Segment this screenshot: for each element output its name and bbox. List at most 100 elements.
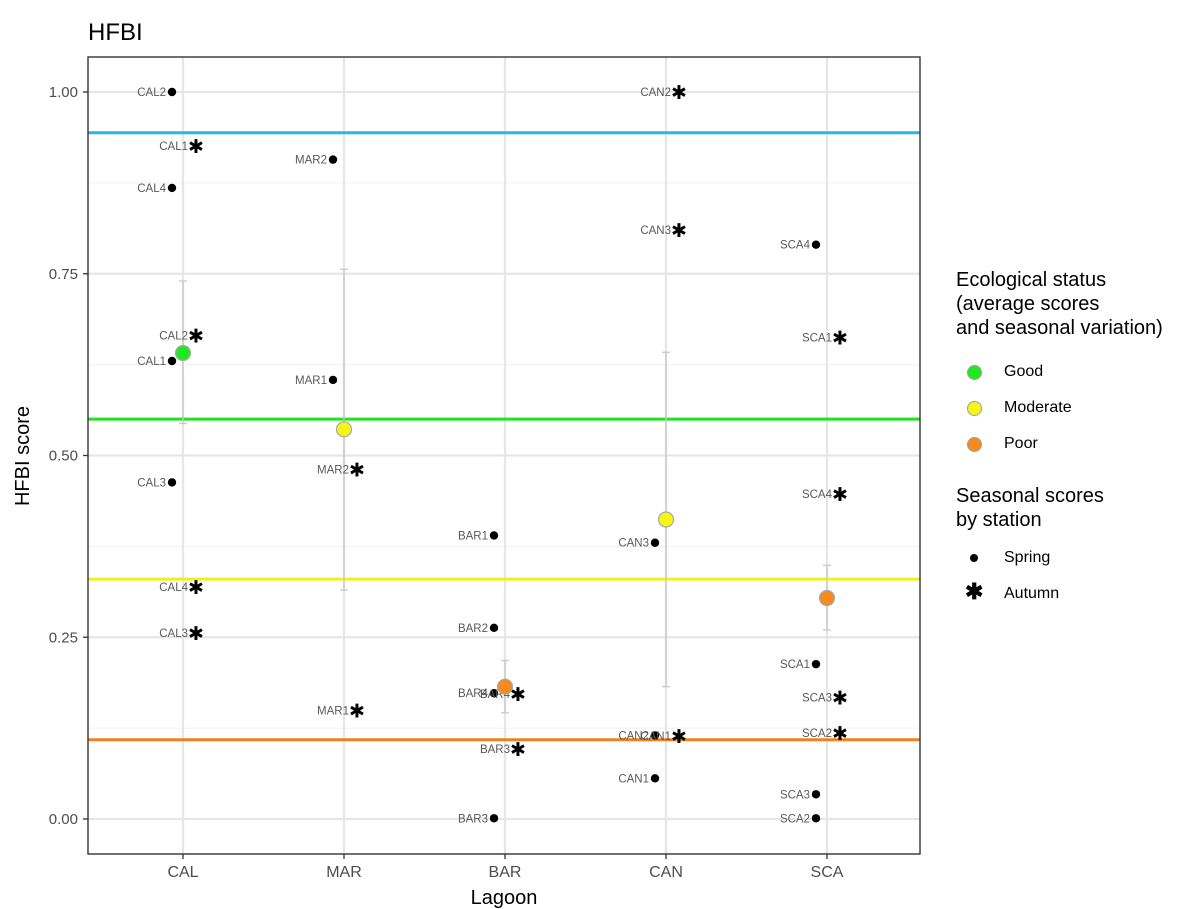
station-label: BAR4 bbox=[458, 688, 489, 700]
average-point bbox=[657, 511, 675, 528]
station-label: BAR3 bbox=[458, 813, 488, 825]
autumn-point: ✱ bbox=[188, 623, 204, 645]
station-label: SCA4 bbox=[780, 240, 811, 252]
autumn-point: ✱ bbox=[510, 739, 526, 761]
legend-label-good: Good bbox=[1004, 363, 1044, 380]
poor-swatch-icon bbox=[967, 437, 982, 452]
plot-panel: CAL2 CAL4 CAL1 CAL3 MAR2 MAR1 BAR1 BAR2 BAR4 BAR3… bbox=[49, 56, 921, 881]
autumn-point: ✱ bbox=[188, 577, 204, 599]
station-label: MAR1 bbox=[317, 706, 349, 718]
autumn-point: ✱ bbox=[349, 701, 365, 723]
moderate-swatch-icon bbox=[967, 401, 982, 416]
legend-label-poor: Poor bbox=[1004, 435, 1038, 452]
x-tick-label: CAL bbox=[167, 864, 198, 881]
station-label: CAN1 bbox=[640, 731, 671, 743]
autumn-point: ✱ bbox=[188, 326, 204, 348]
legend-key-spring bbox=[956, 540, 992, 576]
autumn-point: ✱ bbox=[671, 82, 687, 104]
station-label: SCA1 bbox=[780, 659, 810, 671]
spring-point bbox=[811, 240, 821, 249]
station-label: CAL4 bbox=[159, 582, 188, 594]
spring-dot-icon bbox=[970, 554, 978, 562]
spring-point bbox=[328, 155, 338, 164]
autumn-star-icon: ✱ bbox=[965, 579, 984, 604]
autumn-point: ✱ bbox=[832, 688, 848, 710]
spring-point bbox=[489, 531, 499, 540]
legend-item-autumn: ✱ Autumn bbox=[956, 576, 1163, 612]
average-point bbox=[335, 421, 353, 438]
x-tick-label: CAN bbox=[649, 864, 683, 881]
legend-season-title: Seasonal scores by station bbox=[956, 485, 1104, 531]
legend-item-moderate: Moderate bbox=[956, 390, 1163, 426]
autumn-point: ✱ bbox=[671, 726, 687, 748]
y-tick-label: 0.75 bbox=[49, 266, 78, 283]
station-label: BAR2 bbox=[458, 623, 488, 635]
station-label: CAL2 bbox=[159, 331, 188, 343]
legend-key-moderate bbox=[956, 390, 992, 426]
spring-point bbox=[650, 774, 660, 783]
x-tick-label: SCA bbox=[811, 864, 844, 881]
station-label: CAL3 bbox=[159, 628, 188, 640]
autumn-point: ✱ bbox=[510, 684, 526, 706]
station-label: SCA3 bbox=[802, 693, 832, 705]
station-label: CAL2 bbox=[137, 87, 166, 99]
legend-key-poor bbox=[956, 426, 992, 462]
autumn-point: ✱ bbox=[671, 220, 687, 242]
legend-label-moderate: Moderate bbox=[1004, 399, 1072, 416]
spring-point bbox=[167, 356, 177, 366]
spring-point bbox=[811, 659, 821, 669]
station-label: MAR2 bbox=[317, 464, 349, 476]
autumn-point: ✱ bbox=[832, 328, 848, 350]
spring-point bbox=[328, 375, 338, 385]
station-label: SCA3 bbox=[780, 789, 810, 801]
station-label: CAL1 bbox=[159, 141, 188, 153]
station-label: MAR1 bbox=[295, 375, 327, 387]
station-label: CAL1 bbox=[137, 356, 166, 368]
average-point bbox=[496, 678, 514, 695]
station-label: CAN1 bbox=[618, 773, 649, 785]
legend: Ecological status (average scores and se… bbox=[956, 268, 1163, 612]
spring-point bbox=[811, 790, 821, 799]
station-label: BAR1 bbox=[458, 530, 488, 542]
station-label: BAR3 bbox=[480, 744, 510, 756]
y-tick-label: 0.50 bbox=[49, 448, 78, 465]
station-label: CAN2 bbox=[618, 730, 649, 742]
legend-label-autumn: Autumn bbox=[1004, 585, 1060, 602]
station-label: SCA4 bbox=[802, 489, 833, 501]
x-tick-label: BAR bbox=[489, 864, 522, 881]
spring-point bbox=[650, 538, 660, 547]
spring-point bbox=[811, 814, 821, 823]
station-label: SCA2 bbox=[780, 813, 810, 825]
spring-point bbox=[650, 731, 660, 740]
station-label: CAN3 bbox=[618, 538, 649, 550]
spring-point bbox=[167, 183, 177, 193]
x-tick-label: MAR bbox=[326, 864, 362, 881]
autumn-point: ✱ bbox=[188, 136, 204, 158]
good-swatch-icon bbox=[967, 365, 982, 380]
average-point bbox=[174, 344, 192, 362]
legend-label-spring: Spring bbox=[1004, 549, 1051, 566]
station-label: SCA2 bbox=[802, 728, 832, 740]
x-axis-label: Lagoon bbox=[471, 887, 538, 909]
station-label: CAN3 bbox=[640, 225, 671, 237]
station-label: MAR2 bbox=[295, 155, 327, 167]
station-label: SCA1 bbox=[802, 333, 832, 345]
spring-point bbox=[489, 623, 499, 632]
legend-key-autumn: ✱ bbox=[956, 576, 992, 612]
autumn-point: ✱ bbox=[832, 723, 848, 745]
y-tick-label: 1.00 bbox=[49, 84, 78, 101]
legend-key-good bbox=[956, 354, 992, 390]
average-point bbox=[818, 589, 836, 607]
spring-point bbox=[489, 689, 499, 698]
chart-title: HFBI bbox=[88, 19, 143, 46]
y-tick-label: 0.25 bbox=[49, 629, 78, 646]
spring-point bbox=[167, 478, 177, 487]
station-label: CAL3 bbox=[137, 477, 166, 489]
station-label: CAL4 bbox=[137, 183, 166, 195]
autumn-point: ✱ bbox=[832, 484, 848, 506]
legend-status-title: Ecological status (average scores and se… bbox=[956, 269, 1163, 339]
legend-item-spring: Spring bbox=[956, 540, 1163, 576]
legend-item-poor: Poor bbox=[956, 426, 1163, 462]
spring-point bbox=[489, 814, 499, 823]
